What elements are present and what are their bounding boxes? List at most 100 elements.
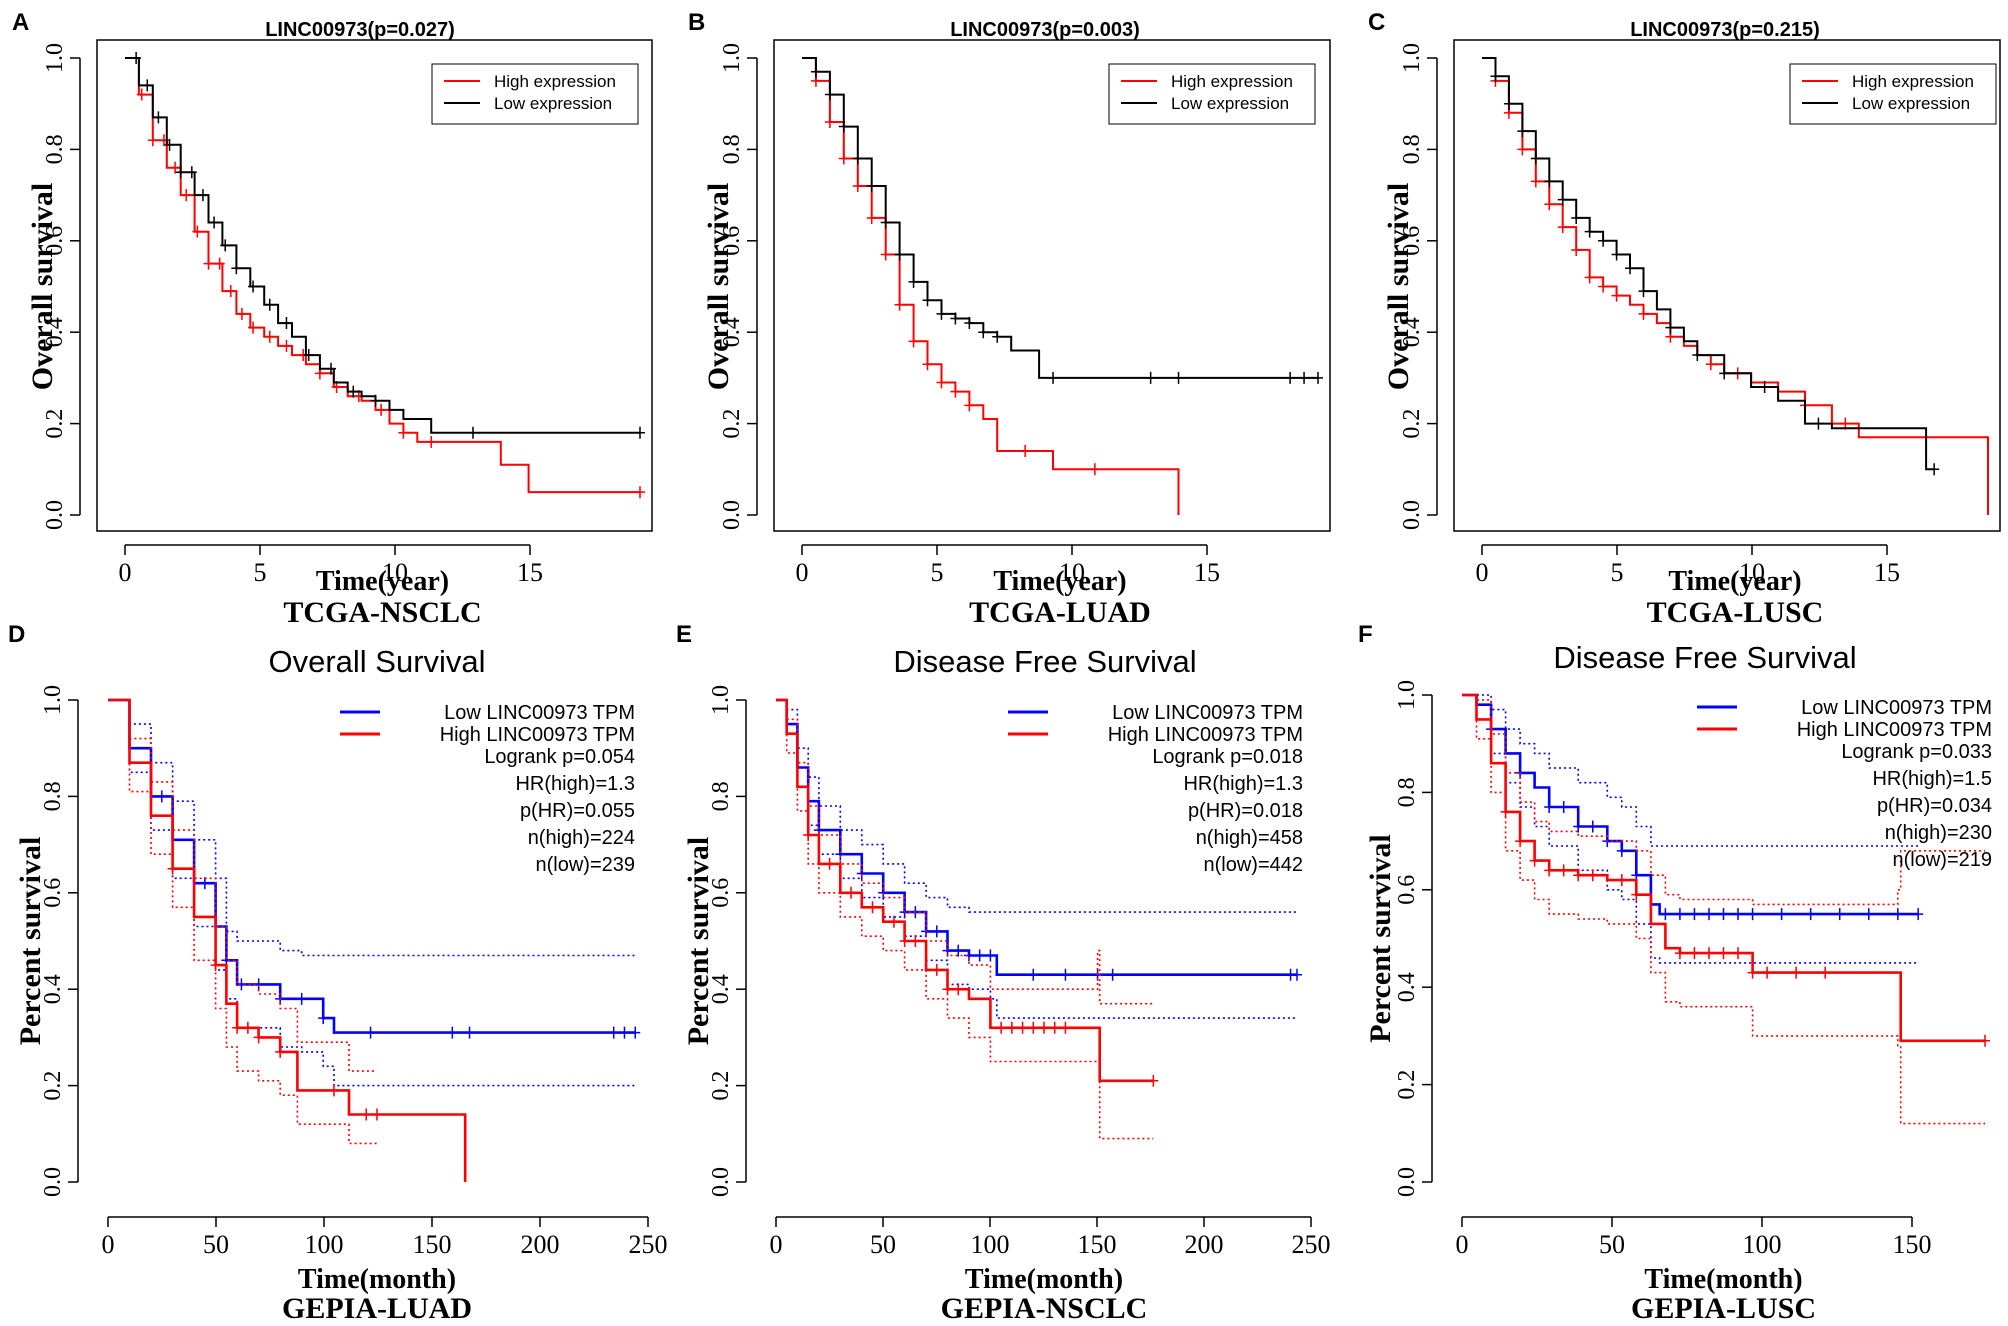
x-tick-label: 0 [102,1230,115,1259]
censor-mark [1039,1021,1049,1034]
censor-mark [974,949,985,962]
y-tick-label: 0.4 [1394,972,1420,1002]
censor-mark [992,330,1003,343]
stats-line: Logrank p=0.054 [484,746,635,768]
x-tick-label: 5 [931,558,944,587]
censor-mark [936,376,947,389]
censor-mark [186,166,197,179]
censor-mark [318,1012,329,1025]
ci-lower-line [1462,694,1919,964]
y-tick-label: 0.2 [719,409,745,439]
censor-mark [866,211,877,224]
y-tick-label: 0.0 [1399,500,1425,530]
panel-c: C LINC00973(p=0.215) 0 5 10 15 0.0 0.2 0.4 0.6 0.8… [1368,9,2001,629]
y-tick-label: 0.0 [42,500,68,530]
censor-mark [1028,1021,1039,1034]
censor-mark [225,285,236,298]
series-0 [125,57,645,499]
censor-mark [296,992,307,1005]
censor-mark [248,280,259,293]
censor-mark [964,399,975,412]
censor-mark [635,486,645,499]
panel-caption: GEPIA-LUAD [282,1292,472,1325]
censor-mark [242,1021,253,1034]
censor-mark [630,1026,641,1039]
ci-lower-line [1462,694,1985,1125]
censor-mark [619,1026,630,1039]
y-tick-label: 0.4 [708,974,734,1004]
stats-line: n(low)=442 [1203,854,1303,876]
panel-f: F Disease Free Survival 0 50 100 150 0.0 0.2 0.4… [1358,621,1992,1325]
x-tick-label: 0 [119,558,132,587]
chart-title: Overall Survival [268,644,485,679]
censor-mark [1028,968,1039,981]
y-tick-label: 1.0 [1399,43,1425,73]
x-tick-label: 10 [1059,558,1085,587]
censor-mark [931,963,942,976]
x-tick-label: 10 [1739,558,1765,587]
y-tick-label: 0.6 [1399,226,1425,256]
censor-mark [181,189,192,202]
censor-mark [426,435,437,448]
censor-mark [1598,234,1609,247]
censor-mark [281,317,292,330]
censor-mark [908,275,919,288]
censor-mark [888,915,899,928]
censor-mark [936,307,947,320]
censor-mark [1587,820,1598,833]
censor-mark [1517,125,1528,138]
survival-line [1482,57,1989,515]
censor-mark [824,115,835,128]
censor-mark [220,239,231,252]
censor-mark [810,65,821,78]
plot-frame [1453,39,2001,532]
legend-label: High expression [494,72,616,91]
x-tick-label: 15 [1874,558,1900,587]
censor-mark [1503,97,1514,110]
censor-mark [1291,968,1302,981]
panel-e: E Disease Free Survival 0 50 100 150 200 250 0.0… [676,621,1331,1325]
ci-upper-line [108,699,377,1072]
censor-mark [203,257,214,270]
censor-mark [880,248,891,261]
censor-mark [1584,225,1595,238]
panel-caption: TCGA-LUAD [969,596,1151,629]
x-tick-label: 150 [1078,1230,1117,1259]
y-tick-label: 0.2 [40,1071,66,1101]
series-1 [125,52,645,439]
ci-upper-line [776,699,1297,913]
series-1 [1482,57,1940,476]
censor-mark [838,120,849,133]
y-tick-label: 0.0 [40,1167,66,1197]
censor-mark [1089,463,1100,476]
censor-mark [1718,947,1729,960]
survival-line [125,57,640,434]
censor-mark [910,935,921,947]
censor-mark [170,161,181,174]
x-axis-label: Time(year) [1668,566,1801,597]
censor-mark [1638,307,1649,320]
series-1 [108,698,467,1182]
censor-mark [361,1108,372,1121]
y-tick-label: 0.4 [1399,317,1425,347]
y-tick-label: 0.8 [42,134,68,164]
legend-label: High LINC00973 TPM [440,724,635,746]
panel-caption: GEPIA-NSCLC [941,1292,1148,1325]
censor-mark [1705,358,1716,371]
ci-upper-line [108,699,636,957]
x-tick-label: 100 [1743,1230,1782,1259]
censor-mark [164,138,175,151]
y-tick-label: 0.4 [40,974,66,1004]
y-tick-label: 0.2 [42,409,68,439]
censor-mark [1762,966,1773,979]
censor-mark [192,225,203,238]
censor-mark [1929,463,1940,476]
censor-mark [1285,371,1296,384]
censor-mark [950,385,961,398]
censor-mark [209,216,220,229]
y-tick-label: 1.0 [40,685,66,715]
censor-mark [153,111,164,124]
survival-line [1462,693,1919,916]
axes: 0 50 100 150 200 250 0.0 0.2 0.4 0.6 0.8 1.0 [40,685,668,1259]
